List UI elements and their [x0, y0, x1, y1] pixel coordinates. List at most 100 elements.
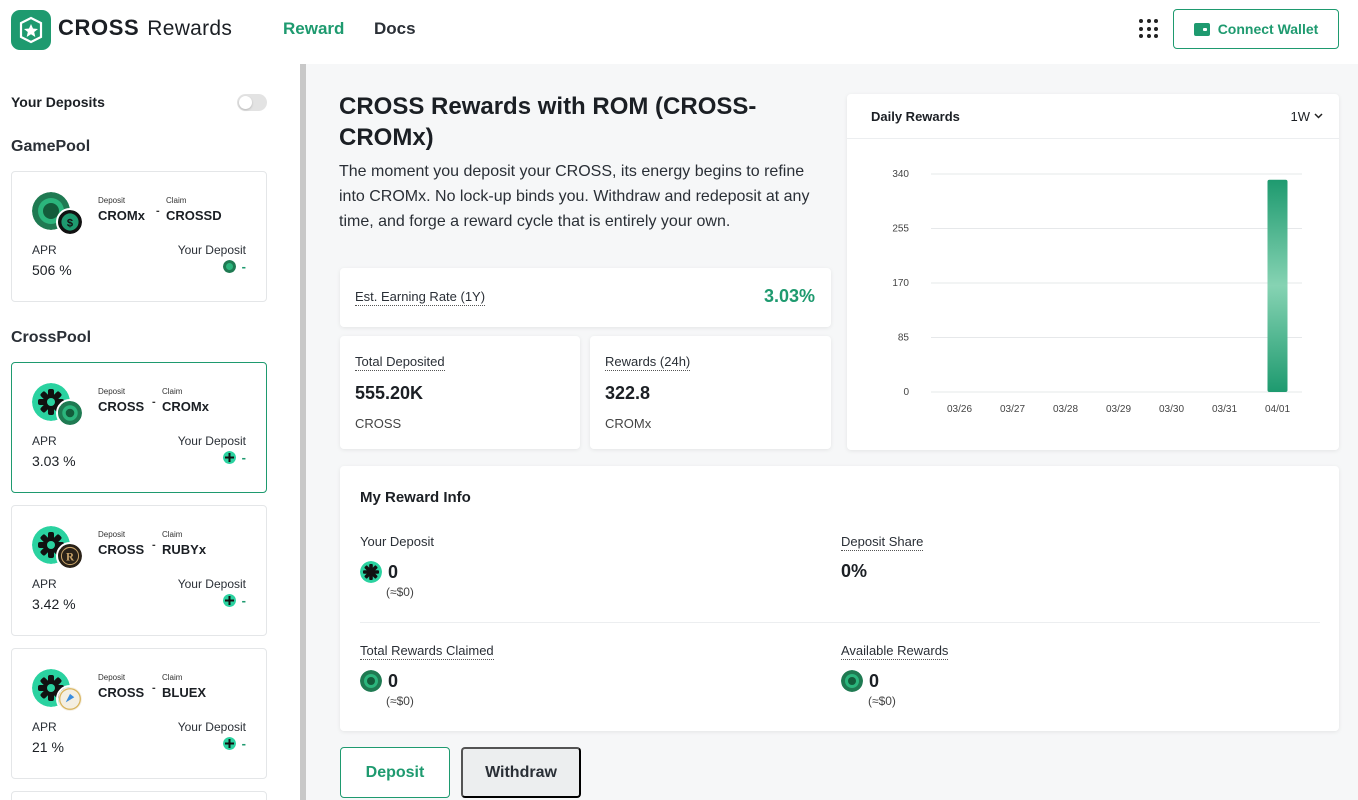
page-title: CROSS Rewards with ROM (CROSS-CROMx)	[339, 93, 757, 151]
rewards-24h-label[interactable]: Rewards (24h)	[605, 354, 691, 371]
connect-wallet-button[interactable]: Connect Wallet	[1173, 9, 1339, 49]
available-rewards-label[interactable]: Available Rewards	[841, 643, 949, 660]
cross-icon	[360, 561, 382, 583]
claim-token: CROSSD	[166, 208, 222, 223]
pool-card-cross-cromx[interactable]: Deposit CROSS - Claim CROMx APR 3.03 % Y…	[11, 362, 267, 493]
section-crosspool: CrossPool	[11, 329, 92, 346]
your-deposit-amount: -	[241, 736, 246, 751]
claim-label: Claim	[162, 673, 183, 682]
cross-logo-icon[interactable]	[11, 10, 51, 50]
chart-bar[interactable]	[1267, 179, 1288, 392]
period-value: 1W	[1290, 108, 1311, 124]
x-tick-label: 03/30	[1159, 404, 1184, 415]
pool-card-cromx-crossd[interactable]: $ Deposit CROMx - Claim CROSSD APR 506 %…	[11, 171, 267, 302]
nav-reward[interactable]: Reward	[283, 19, 345, 38]
section-gamepool: GamePool	[11, 138, 91, 155]
deposit-token: CROMx	[98, 208, 145, 223]
your-deposit-label: Your Deposit	[177, 720, 246, 734]
deposit-token: CROSS	[98, 399, 145, 414]
sidebar-scrollbar[interactable]	[300, 64, 306, 800]
cross-icon	[222, 737, 236, 750]
pool-card-cross-rubyx[interactable]: R Deposit CROSS - Claim RUBYx APR 3.42 %…	[11, 505, 267, 636]
rewards-24h-card: Rewards (24h) 322.8 CROMx	[590, 336, 831, 449]
total-claimed-usd: (≈$0)	[386, 694, 414, 708]
apr-label: APR	[32, 577, 57, 591]
connect-wallet-label: Connect Wallet	[1217, 21, 1319, 37]
token-separator: -	[152, 396, 156, 408]
cromx-icon	[222, 260, 236, 273]
total-deposited-value: 555.20K	[355, 383, 424, 403]
earning-rate-label[interactable]: Est. Earning Rate (1Y)	[355, 289, 486, 306]
bluex-icon	[56, 685, 84, 713]
available-rewards-amount: 0	[869, 670, 880, 691]
y-tick-label: 340	[892, 169, 909, 180]
x-tick-label: 04/01	[1265, 404, 1290, 415]
claim-token: CROMx	[162, 399, 209, 414]
apr-label: APR	[32, 720, 57, 734]
your-deposit-label: Your Deposit	[177, 577, 246, 591]
total-claimed-label[interactable]: Total Rewards Claimed	[360, 643, 494, 660]
rewards-24h-unit: CROMx	[605, 416, 652, 431]
your-deposit-value: 0	[360, 561, 398, 583]
your-deposit-amount: -	[241, 450, 246, 465]
divider	[360, 622, 1320, 623]
x-tick-label: 03/28	[1053, 404, 1078, 415]
brand-name[interactable]: CROSS Rewards	[58, 15, 232, 41]
svg-text:$: $	[67, 217, 74, 229]
deposit-share-label[interactable]: Deposit Share	[841, 534, 924, 551]
app-grid-icon[interactable]	[1139, 19, 1158, 38]
tab-deposit[interactable]: Deposit	[340, 747, 450, 798]
available-rewards-usd: (≈$0)	[868, 694, 896, 708]
claim-token: BLUEX	[162, 685, 207, 700]
apr-label: APR	[32, 434, 57, 448]
daily-rewards-chart: 0 85 170 255 340 03/26 03/27 03/28 03/29 03/30 03/…	[892, 169, 1302, 415]
page-description: The moment you deposit your CROSS, its e…	[339, 163, 810, 230]
x-tick-label: 03/29	[1106, 404, 1131, 415]
nav-docs[interactable]: Docs	[374, 19, 416, 38]
cromx-icon	[56, 399, 84, 427]
pool-card-cross-bluex[interactable]: Deposit CROSS - Claim BLUEX APR 21 % You…	[11, 648, 267, 779]
apr-label: APR	[32, 243, 57, 257]
period-select[interactable]: 1W	[1291, 109, 1324, 124]
rubyx-icon: R	[56, 542, 84, 570]
total-deposited-card: Total Deposited 555.20K CROSS	[340, 336, 580, 449]
deposit-token: CROSS	[98, 542, 145, 557]
y-tick-label: 0	[903, 387, 909, 398]
your-deposits-toggle[interactable]	[237, 94, 267, 111]
deposit-share-value: 0%	[841, 561, 868, 581]
your-deposit-value: -	[222, 259, 246, 274]
pool-card-next[interactable]	[11, 791, 267, 800]
y-tick-label: 255	[892, 224, 909, 235]
deposit-label: Deposit	[98, 196, 126, 205]
apr-value: 3.42 %	[32, 596, 76, 612]
claim-label: Claim	[162, 387, 183, 396]
total-deposited-label[interactable]: Total Deposited	[355, 354, 445, 371]
total-deposited-unit: CROSS	[355, 416, 402, 431]
claim-label: Claim	[166, 196, 187, 205]
token-separator: -	[152, 539, 156, 551]
crossd-icon: $	[56, 208, 84, 236]
top-header: CROSS Rewards Reward Docs Connect Wallet	[0, 0, 1358, 60]
your-deposit-value: -	[222, 736, 246, 751]
your-deposit-usd: (≈$0)	[386, 585, 414, 599]
total-claimed-amount: 0	[388, 670, 399, 691]
available-rewards-value: 0	[841, 670, 879, 692]
chevron-down-icon	[1314, 113, 1323, 119]
your-deposit-value: -	[222, 593, 246, 608]
your-deposit-value: -	[222, 450, 246, 465]
earning-rate-card: Est. Earning Rate (1Y) 3.03%	[340, 268, 831, 327]
token-separator: -	[152, 682, 156, 694]
cross-icon	[222, 594, 236, 607]
your-deposit-amount: -	[241, 259, 246, 274]
apr-value: 21 %	[32, 739, 64, 755]
deposit-label: Deposit	[98, 530, 126, 539]
tab-withdraw[interactable]: Withdraw	[461, 747, 581, 798]
my-reward-info-card: My Reward Info Your Deposit 0 (≈$0) Depo…	[340, 466, 1339, 731]
daily-rewards-card: Daily Rewards 1W 0 85 170 255 340 03/26 03/27 0…	[847, 94, 1339, 450]
deposit-label: Deposit	[98, 673, 126, 682]
apr-value: 506 %	[32, 262, 72, 278]
y-tick-label: 170	[892, 278, 909, 289]
x-tick-label: 03/31	[1212, 404, 1237, 415]
earning-rate-value: 3.03%	[763, 286, 815, 306]
your-deposit-label: Your Deposit	[177, 243, 246, 257]
